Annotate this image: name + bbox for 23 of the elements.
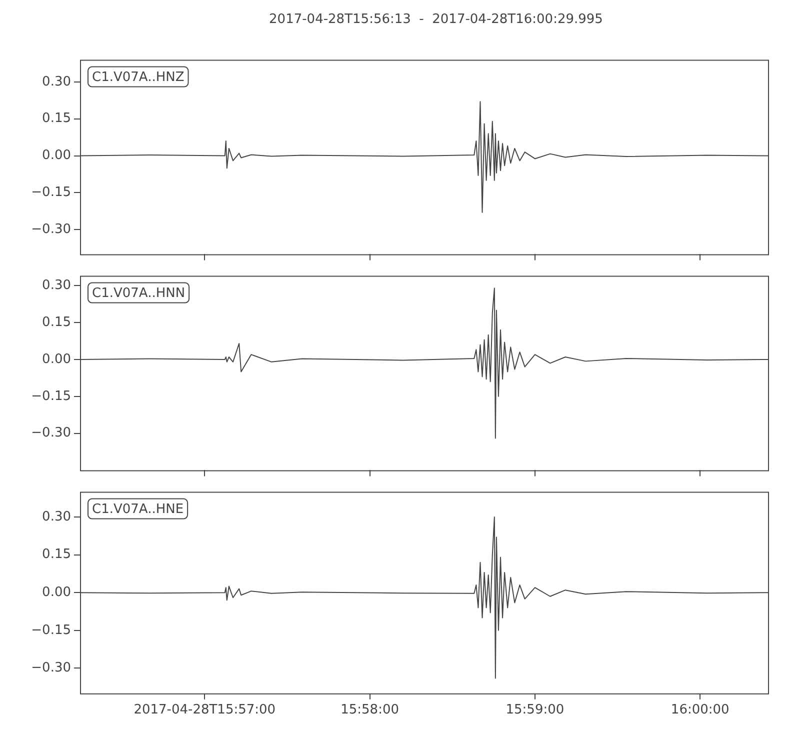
text: C1.V07A..HNN (92, 286, 186, 302)
y-tick-label: 0.30 (42, 509, 71, 524)
text: C1.V07A..HNZ (92, 70, 184, 86)
chart-title: 2017-04-28T15:56:13 - 2017-04-28T16:00:29.995 (268, 11, 604, 29)
y-tick-label: 0.00 (42, 148, 71, 164)
y-tick-label: −0.30 (31, 222, 71, 237)
text: C1.V07A..HNE (92, 502, 184, 518)
x-tick-label: 15:59:00 (506, 702, 564, 718)
y-tick-label: 0.00 (42, 352, 71, 367)
y-tick-label: −0.15 (31, 388, 71, 404)
y-tick-label: −0.30 (31, 426, 71, 441)
x-tick-label: 15:58:00 (340, 702, 399, 718)
x-tick-label: 16:00:00 (670, 702, 730, 718)
x-tick-label: 2017-04-28T15:57:00 (134, 702, 276, 718)
y-tick-label: 0.00 (42, 584, 71, 600)
y-tick-label: 0.30 (42, 74, 71, 90)
y-tick-label: −0.15 (31, 622, 71, 638)
y-tick-label: −0.15 (31, 185, 71, 200)
y-tick-label: 0.15 (42, 314, 71, 330)
y-tick-label: 0.15 (42, 111, 71, 126)
y-tick-label: 0.30 (42, 278, 71, 294)
y-tick-label: 0.15 (42, 547, 71, 562)
y-tick-label: −0.30 (31, 660, 71, 676)
